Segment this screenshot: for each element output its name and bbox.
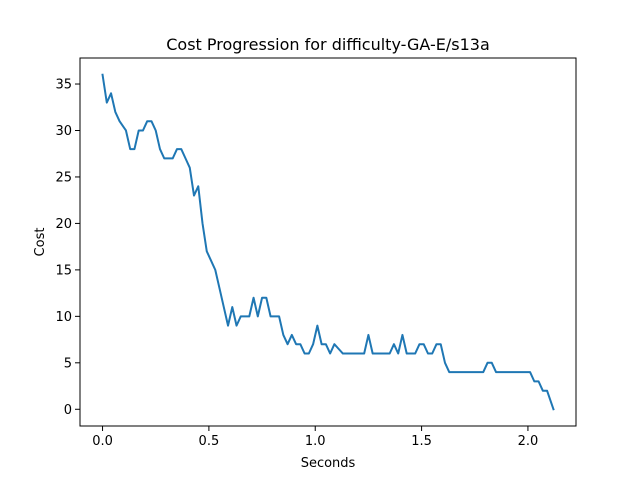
x-tick-label: 1.5 [411, 434, 432, 449]
y-axis-label: Cost [33, 228, 48, 257]
y-tick-label: 10 [55, 310, 72, 325]
x-axis-label: Seconds [301, 456, 356, 471]
y-tick-label: 30 [55, 124, 72, 139]
y-axis-ticks: 0 5 10 15 20 25 30 35 [55, 78, 80, 418]
plot-frame [79, 57, 577, 427]
y-tick-label: 25 [55, 170, 72, 185]
chart-title: Cost Progression for difficulty-GA-E/s13… [166, 35, 490, 54]
x-axis-ticks: 0.0 0.5 1.0 1.5 2.0 [92, 426, 538, 449]
y-tick-label: 5 [64, 356, 72, 371]
y-tick-label: 15 [55, 263, 72, 278]
x-tick-label: 0.5 [199, 434, 220, 449]
y-tick-label: 0 [64, 403, 72, 418]
x-tick-label: 1.0 [305, 434, 326, 449]
x-tick-label: 0.0 [92, 434, 113, 449]
x-tick-label: 2.0 [518, 434, 539, 449]
y-tick-label: 35 [55, 78, 72, 93]
series-line-cost [101, 73, 555, 411]
y-tick-label: 20 [55, 217, 72, 232]
plot-area [101, 73, 555, 411]
